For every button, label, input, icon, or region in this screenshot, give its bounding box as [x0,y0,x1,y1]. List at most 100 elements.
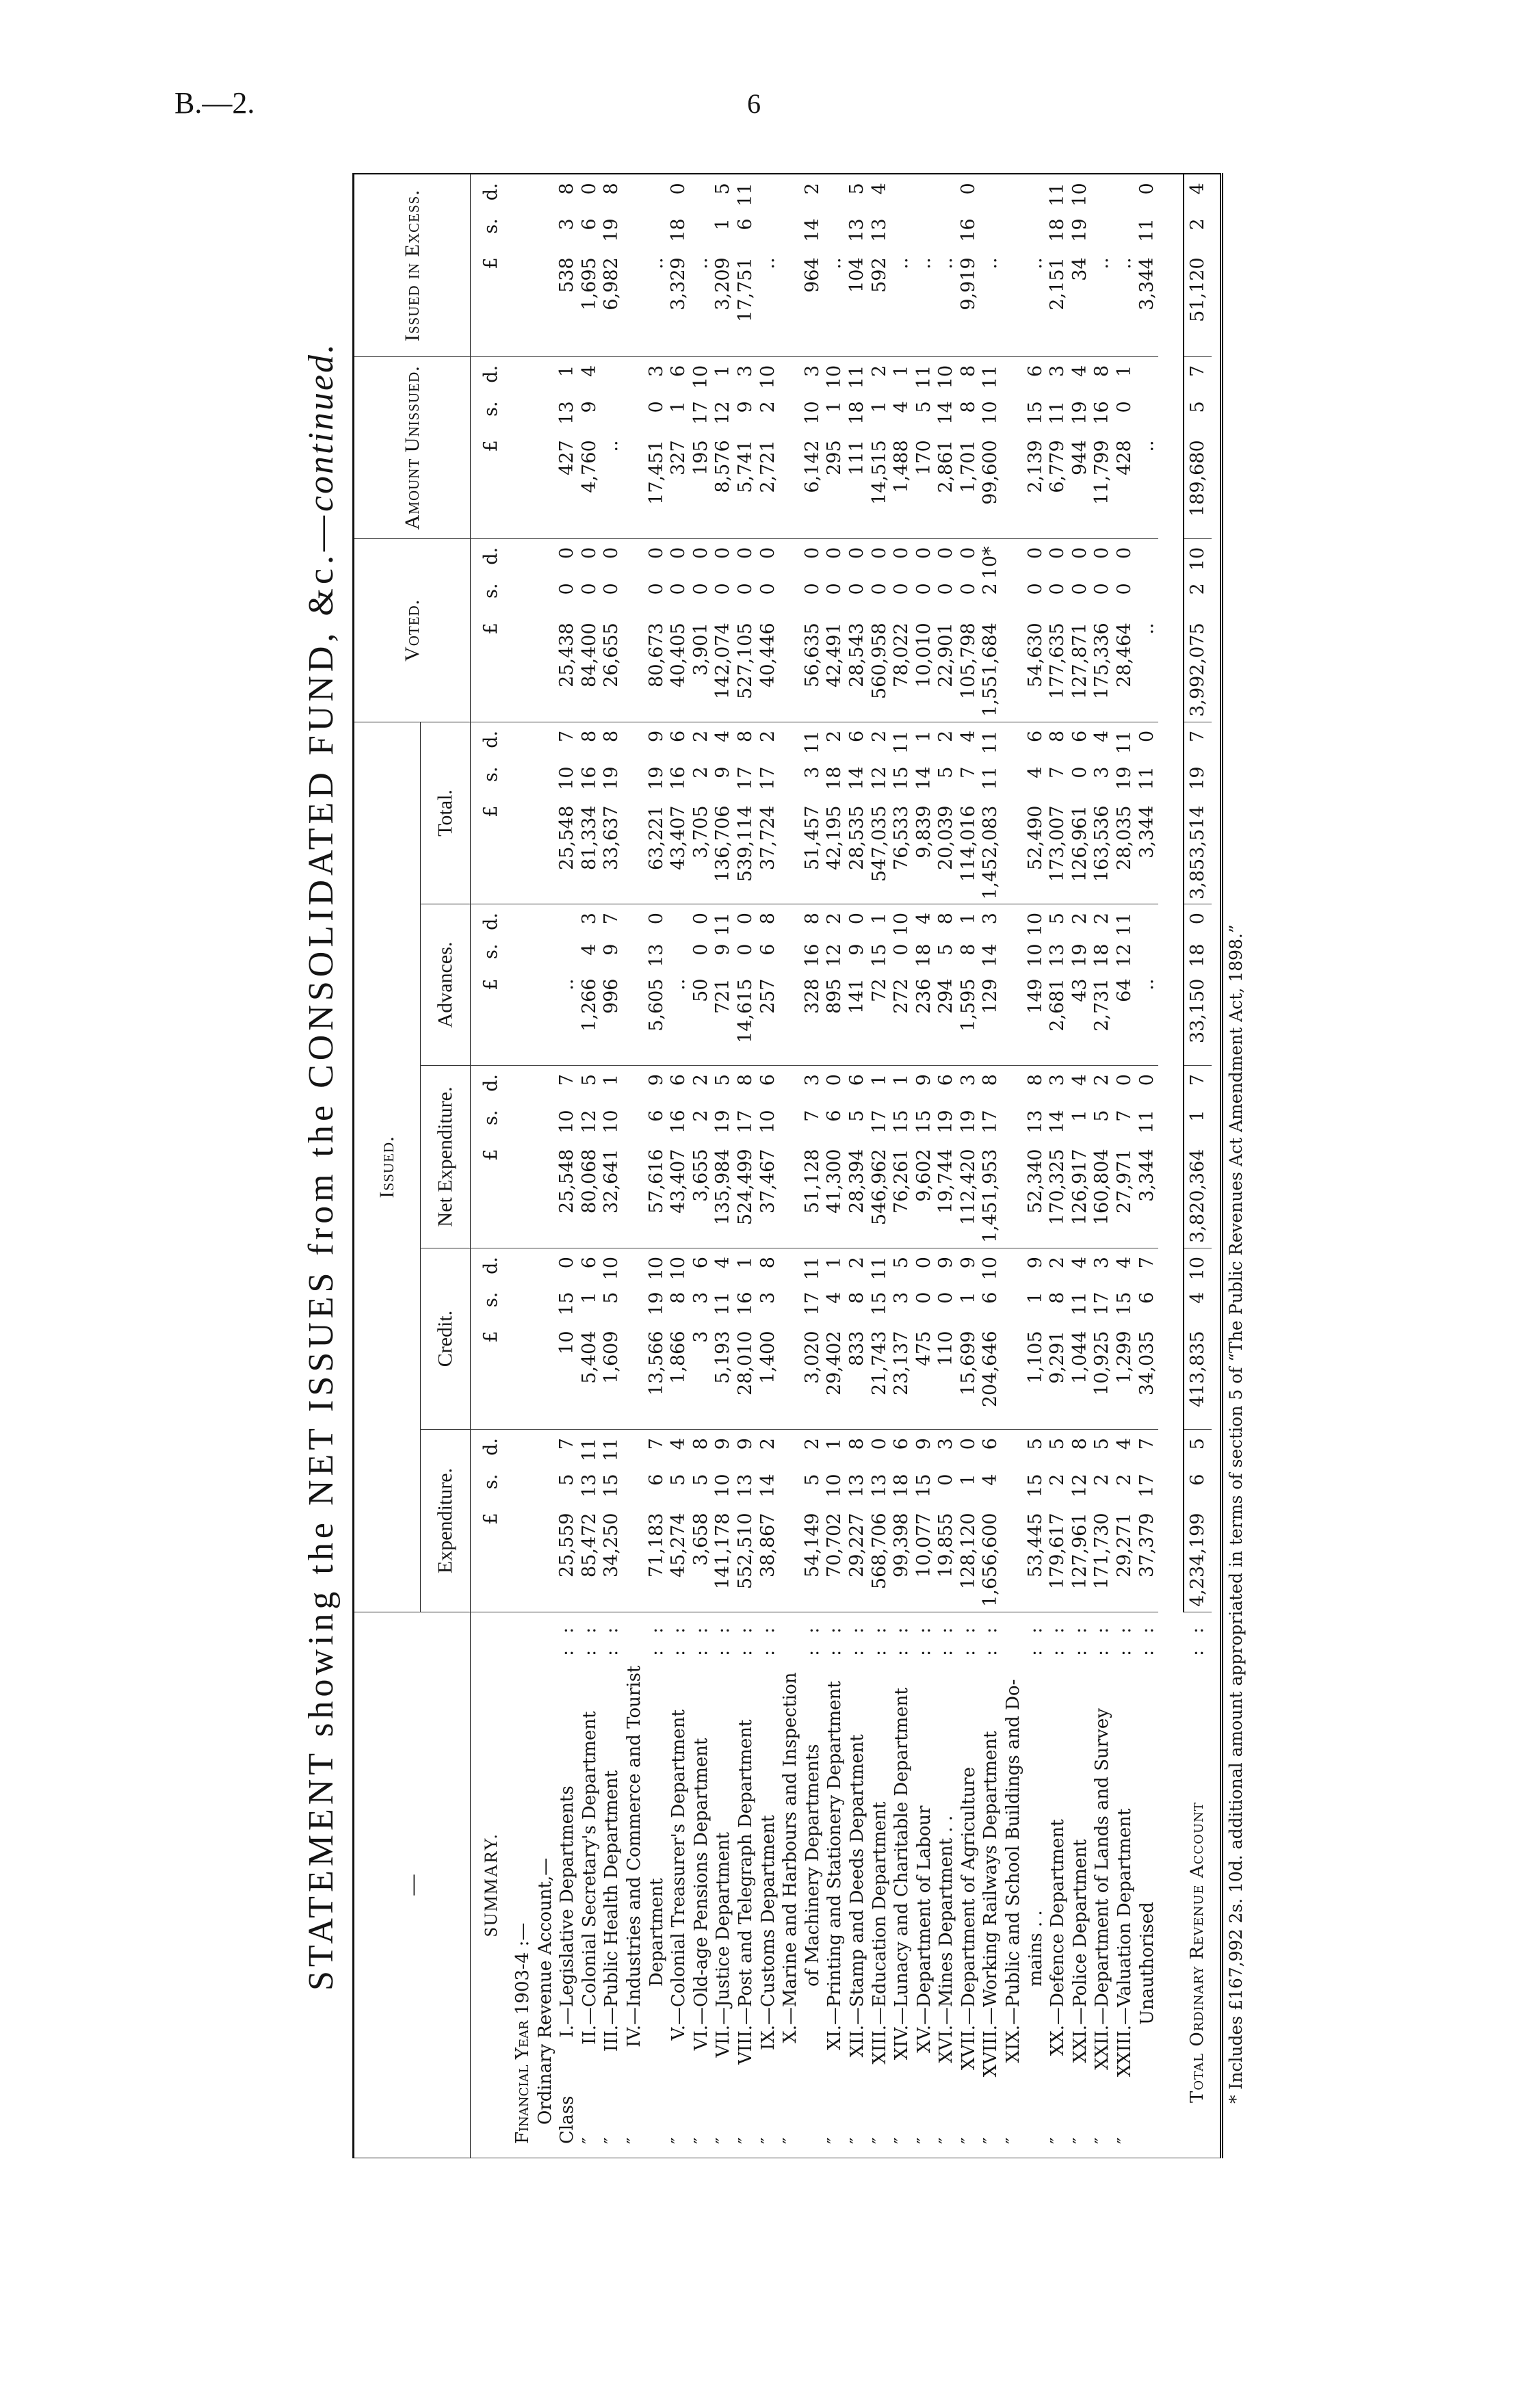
cell-expenditure-shillings: 15 [1024,1474,1046,1497]
cell-net-expenditure-shillings: 15 [891,1110,913,1134]
cell-total-pounds: 163,536 [1091,798,1114,904]
class-prefix: ″ [936,2137,957,2144]
cell-net-expenditure-pence [779,1066,802,1106]
dot-leader: : : [601,1622,623,1656]
cell-total-shillings: 16 [668,766,690,790]
dot-leader: : : [1069,1622,1091,1656]
cell-excess-pounds: 51,120 [1184,250,1212,357]
row-label: ″ VI. —Old-age Pensions Department: : [690,1612,713,2158]
cell-total-pence: 8 [734,730,756,743]
cell-credit-pounds: 21,743 [868,1324,891,1430]
cell-net-expenditure-pence: 2 [1091,1074,1113,1086]
cell-excess-shillings: 16 [957,218,979,242]
table-row: Class I. —Legislative Departments: : 25,559… [556,174,579,2158]
cell-unissued-shillings: s. [480,401,501,417]
cell-net-expenditure-shillings: 19 [712,1110,734,1134]
row-label-line: ″ XVII. —Department of Agriculture: : [958,1612,980,2158]
cell-voted-pence [534,538,557,579]
cell-credit-pounds: 204,646 [980,1324,1003,1430]
cell-unissued-pence: 3 [734,365,756,378]
cell-expenditure-pence: 8 [690,1438,712,1450]
cell-expenditure-shillings: 13 [734,1474,756,1497]
row-label-line: ″ XV. —Department of Labour: : [913,1612,936,2158]
table-row: Department: : 71,183 6 7 13,566 19 10 57,616 6 9 5… [645,174,668,2158]
cell-total-pence: 2 [824,730,846,743]
cell-unissued-pence: 1 [1114,365,1136,378]
cell-credit-pence: 9 [935,1257,957,1269]
row-label: ″ III. —Public Health Department: : [601,1612,623,2158]
cell-expenditure-shillings: 2 [1114,1474,1136,1486]
cell-expenditure-pounds: 19,855 [935,1506,958,1612]
row-label-line: Class I. —Legislative Departments: : [556,1612,579,2158]
table-row: ″ XVIII. —Working Railways Department: : 1,… [980,174,1003,2158]
cell-total-pounds: 81,334 [578,798,601,904]
cell-credit-pounds [512,1324,534,1430]
cell-excess-shillings: 6 [734,218,756,231]
cell-credit-pence: 7 [1136,1257,1158,1269]
cell-credit-pounds: 5,404 [578,1324,601,1430]
financial-year-label-text: Financial Year 1903-4 :— [512,1922,533,2144]
dot-leader: : : [1047,1622,1069,1656]
cell-unissued-pence: 11 [913,365,935,389]
cell-advances-pounds: 1,266 [578,971,601,1066]
cell-excess-pence [757,174,780,214]
cell-net-expenditure-shillings: 16 [668,1110,690,1134]
cell-expenditure-shillings [779,1470,802,1506]
row-label: ″ XXI. —Police Department: : [1069,1612,1092,2158]
cell-unissued-shillings: 17 [690,401,712,425]
spacer-cell [1158,174,1184,2158]
total-label-line: Total Ordinary Revenue Account: : [1186,1612,1209,2158]
cell-total-shillings: 2 [690,766,712,778]
cell-unissued-pounds: 2,861 [935,433,958,539]
cell-advances-pence [1136,904,1159,940]
cell-credit-shillings: 15 [1114,1292,1136,1316]
cell-net-expenditure-shillings: 6 [824,1110,846,1122]
cell-expenditure-pence: 2 [757,1438,779,1450]
cell-credit-shillings: 5 [601,1292,623,1304]
cell-expenditure-pence [512,1430,534,1470]
dot-leader: : : [824,1622,846,1656]
class-prefix: ″ [735,2137,756,2144]
table-row: ″ VIII. —Post and Telegraph Department: : 5… [734,174,757,2158]
cell-credit-pounds: 3 [690,1324,713,1430]
cell-total-pence: 11 [1114,730,1136,755]
cell-unissued-shillings [623,397,646,433]
class-prefix: ″ [1092,2137,1113,2144]
cell-voted-shillings [512,579,534,616]
cell-advances-pounds: 996 [601,971,623,1066]
cell-advances-pounds: 72 [868,971,891,1066]
cell-credit-shillings [779,1288,802,1324]
table-row: ″ XII. —Stamp and Deeds Department: : 29,22… [846,174,869,2158]
cell-excess-pounds [512,250,534,357]
cell-excess-pence: 0 [578,183,600,195]
cell-advances-pence: 1 [868,913,890,925]
cell-net-expenditure-pounds [512,1142,534,1248]
cell-net-expenditure-pence [534,1066,557,1106]
cell-excess-pounds [623,250,646,357]
row-label-line: ″ VIII. —Post and Telegraph Department: : [735,1612,757,2158]
class-prefix: ″ [780,2137,801,2144]
cell-advances-pounds: 50 [690,971,713,1066]
cell-expenditure-shillings: 17 [1136,1474,1158,1497]
cell-net-expenditure-pence [512,1066,534,1106]
cell-voted-pounds: 54,630 [1024,616,1047,722]
cell-credit-pounds: 34,035 [1136,1324,1159,1430]
cell-unissued-pence: 11 [846,365,867,389]
amount-unissued-header: Amount Unissued. [353,356,471,539]
cell-excess-pounds: 34 [1069,250,1092,357]
cell-unissued-shillings: 0 [1114,401,1136,413]
cell-total-shillings: 9 [712,766,734,778]
cell-advances-pence: 10 [1024,913,1046,937]
cell-net-expenditure-pence: 1 [891,1074,913,1086]
cell-credit-pence: d. [480,1257,501,1274]
cell-expenditure-pounds: 85,472 [578,1506,601,1612]
cell-advances-shillings: 10 [1024,943,1046,967]
section-row: Ordinary Revenue Account,— [534,174,557,2158]
cell-credit-shillings: 1 [957,1292,979,1304]
cell-total-pounds: 51,457 [801,798,824,904]
cell-expenditure-pounds: £ [470,1506,512,1612]
cell-excess-shillings: 2 [1184,214,1212,251]
cell-credit-pounds: 1,044 [1069,1324,1092,1430]
cell-credit-pounds: 1,299 [1114,1324,1136,1430]
cell-voted-pence: 0 [1114,547,1136,560]
